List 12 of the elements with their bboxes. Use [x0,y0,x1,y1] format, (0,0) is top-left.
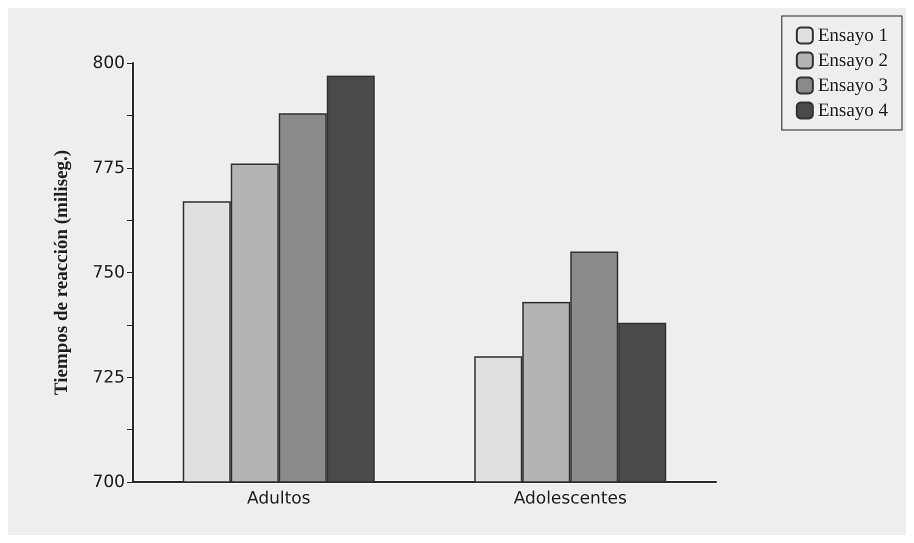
legend-label: Ensayo 3 [818,75,888,96]
y-tick-label: 725 [92,367,125,388]
legend-label: Ensayo 2 [818,50,888,71]
y-tick-label: 750 [92,262,125,282]
y-axis-title: Tiempos de reacción (miliseg.) [51,150,72,396]
legend-label: Ensayo 1 [818,25,888,46]
y-tick-label: 800 [92,53,125,73]
x-tick-label: Adolescentes [514,488,627,508]
y-tick-label: 700 [92,472,125,492]
y-tick-label: 775 [92,158,125,178]
legend-label: Ensayo 4 [818,100,888,121]
x-tick-label: Adultos [246,488,311,508]
